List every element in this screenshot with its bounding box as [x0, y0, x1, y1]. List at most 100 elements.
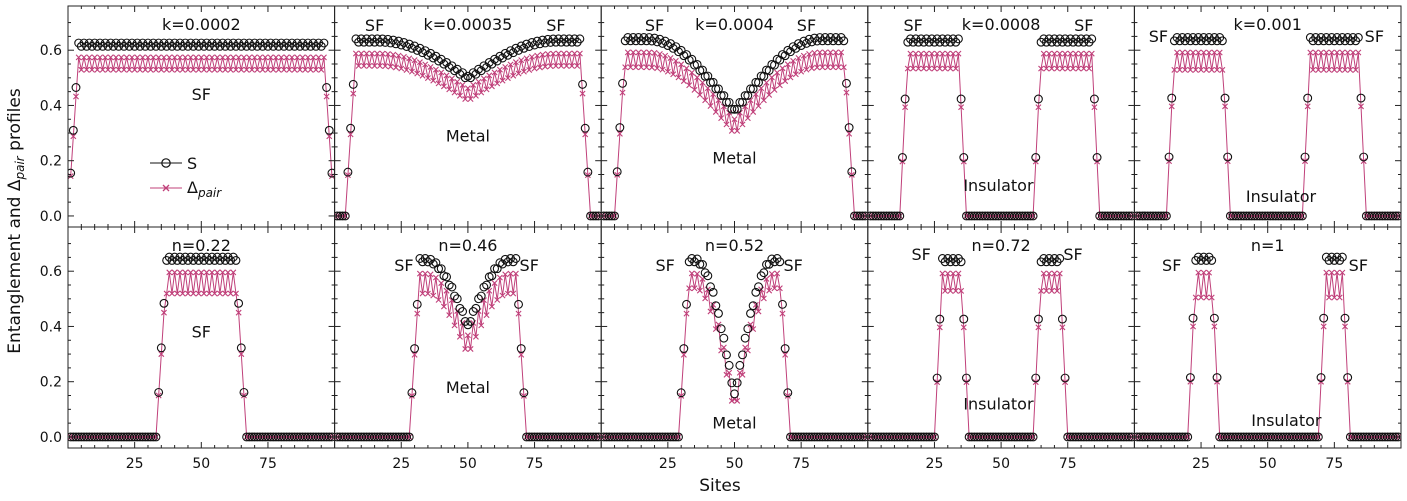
delta-pair-point: [576, 50, 583, 57]
entanglement-point: [844, 123, 854, 133]
entanglement-point: [1028, 211, 1038, 221]
delta-pair-point: [435, 296, 442, 303]
delta-pair-point: [432, 66, 439, 73]
entanglement-point: [1393, 211, 1402, 221]
delta-pair-point: [571, 50, 578, 57]
panel-n046: n=0.46 SF SF Metal: [334, 236, 602, 442]
delta-pair-point: [787, 74, 794, 81]
entanglement-point: [431, 258, 441, 268]
entanglement-point: [580, 123, 590, 133]
delta-pair-point: [531, 65, 538, 72]
delta-pair-point: [696, 91, 703, 98]
delta-pair-point: [942, 287, 949, 294]
delta-pair-point: [1334, 49, 1341, 56]
delta-pair-point: [491, 69, 498, 76]
entanglement-point: [1177, 432, 1187, 442]
delta-pair-point: [358, 50, 365, 57]
panel-title: k=0.00035: [423, 15, 512, 34]
delta-pair-point: [648, 64, 655, 71]
delta-pair-point: [467, 95, 474, 102]
entanglement-point: [1311, 432, 1321, 442]
entanglement-point: [407, 388, 417, 398]
delta-pair-point: [1222, 103, 1229, 110]
delta-pair-point: [366, 62, 373, 69]
delta-pair-point: [419, 290, 426, 297]
delta-pair-point: [73, 93, 79, 100]
delta-pair-point: [1187, 66, 1194, 73]
delta-pair-point: [686, 285, 693, 292]
delta-pair-point: [403, 66, 410, 73]
delta-pair-point: [635, 49, 642, 56]
delta-pair-point: [432, 274, 439, 281]
delta-pair-point: [408, 392, 415, 399]
delta-pair-point: [307, 66, 314, 73]
delta-pair-point: [760, 295, 767, 302]
panel-n1: n=1 SF SF Insulator: [1134, 236, 1402, 442]
delta-pair-point: [166, 269, 173, 276]
delta-pair-point: [430, 292, 437, 299]
delta-pair-point: [483, 86, 490, 93]
delta-pair-point: [280, 66, 287, 73]
delta-pair-point: [672, 57, 679, 64]
delta-pair-point: [472, 92, 479, 99]
delta-pair-point: [182, 269, 189, 276]
entanglement-point: [706, 282, 715, 292]
delta-pair-point: [950, 270, 957, 277]
entanglement-point: [890, 211, 899, 221]
delta-pair-point: [795, 55, 802, 61]
delta-pair-point: [1216, 49, 1223, 56]
delta-pair-point: [688, 270, 695, 277]
entanglement-point: [346, 123, 356, 133]
delta-pair-point: [659, 66, 666, 73]
x-tick-label: 50: [192, 456, 210, 472]
delta-pair-point: [1086, 65, 1093, 72]
delta-pair-point: [238, 66, 245, 73]
entanglement-point: [714, 308, 723, 318]
delta-pair-point: [376, 62, 383, 69]
panel-title: n=0.46: [438, 236, 497, 255]
delta-pair-point: [912, 50, 919, 57]
delta-pair-point: [1056, 50, 1063, 57]
delta-pair-point: [944, 270, 951, 277]
delta-pair-point: [1059, 324, 1066, 331]
entanglement-point: [759, 268, 769, 278]
entanglement-point: [444, 280, 454, 290]
delta-pair-point: [806, 50, 813, 57]
delta-pair-point: [936, 65, 943, 72]
delta-pair-point: [168, 66, 175, 73]
delta-pair-point: [702, 97, 709, 104]
legend-delta-marker: [162, 184, 170, 192]
plot-area: [334, 254, 602, 442]
delta-pair-point: [814, 64, 821, 71]
entanglement-point: [666, 39, 675, 49]
delta-pair-point: [136, 66, 143, 73]
phase-annotation: SF: [192, 323, 211, 342]
delta-pair-point: [1208, 294, 1215, 301]
delta-pair-point: [243, 66, 250, 73]
delta-pair-point: [560, 50, 567, 57]
delta-pair-point: [320, 54, 327, 61]
delta-pair-point: [728, 127, 735, 134]
delta-pair-point: [139, 54, 146, 61]
delta-pair-point: [142, 66, 149, 73]
entanglement-point: [460, 73, 470, 83]
entanglement-point: [327, 432, 335, 442]
entanglement-point: [898, 153, 907, 162]
delta-pair-point: [824, 64, 831, 71]
phase-annotation: SF: [645, 16, 664, 35]
entanglement-point: [578, 79, 587, 89]
delta-pair-point: [566, 50, 573, 57]
delta-pair-point: [422, 270, 429, 277]
phase-annotation: SF: [192, 85, 211, 104]
delta-pair-point: [504, 290, 511, 297]
entanglement-point: [236, 343, 246, 353]
delta-pair-point: [1174, 49, 1181, 56]
delta-pair-point: [819, 64, 826, 71]
entanglement-point: [1308, 432, 1318, 442]
delta-pair-point: [283, 54, 290, 61]
entanglement-point: [791, 43, 801, 53]
delta-pair-point: [470, 81, 477, 88]
entanglement-point: [1337, 252, 1347, 262]
delta-pair-point: [686, 82, 693, 89]
delta-pair-point: [942, 65, 949, 72]
